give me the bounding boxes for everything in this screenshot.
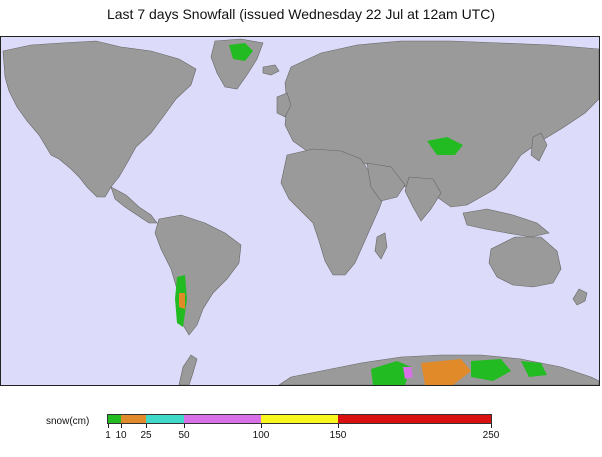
snow-tibet xyxy=(427,137,463,155)
legend-segment xyxy=(261,415,338,423)
antarctic-peninsula xyxy=(178,354,198,385)
new-zealand xyxy=(572,288,588,306)
legend-segment xyxy=(184,415,261,423)
legend-segment xyxy=(121,415,146,423)
legend-segment xyxy=(338,415,491,423)
legend-tick-label: 100 xyxy=(252,430,270,441)
japan xyxy=(530,132,548,162)
legend-tick-mark xyxy=(491,424,492,428)
snow-greenland xyxy=(229,43,253,61)
australia xyxy=(488,236,562,288)
snow-antarctica-3 xyxy=(471,359,511,381)
legend-segment xyxy=(108,415,121,423)
legend-tick-mark xyxy=(108,424,109,428)
legend-tick-mark xyxy=(146,424,147,428)
snow-antarctica-5 xyxy=(521,361,547,377)
world-map[interactable] xyxy=(0,36,600,386)
madagascar xyxy=(374,232,388,260)
africa xyxy=(280,148,386,276)
snow-antarctica-1 xyxy=(371,361,411,385)
indian-subcontinent xyxy=(404,176,442,222)
legend-tick-label: 1 xyxy=(105,430,111,441)
world-map-svg xyxy=(1,37,599,385)
legend-tick-mark xyxy=(184,424,185,428)
legend-tick-mark xyxy=(121,424,122,428)
legend-tick-mark xyxy=(338,424,339,428)
snow-andes-heavy xyxy=(179,293,185,309)
legend-unit-label: snow(cm) xyxy=(46,416,90,427)
north-america xyxy=(2,40,197,198)
legend-tick-mark xyxy=(261,424,262,428)
legend-bar-border xyxy=(107,414,492,424)
legend-tick-label: 25 xyxy=(140,430,152,441)
legend-tick-label: 150 xyxy=(329,430,347,441)
snow-antarctica-2 xyxy=(421,359,471,385)
iceland xyxy=(262,64,280,76)
landmasses xyxy=(2,38,599,385)
map-title: Last 7 days Snowfall (issued Wednesday 2… xyxy=(106,6,496,22)
snow-antarctica-4 xyxy=(403,367,413,379)
legend-segment xyxy=(146,415,184,423)
legend-tick-label: 250 xyxy=(482,430,500,441)
british-isles xyxy=(276,92,292,118)
south-america xyxy=(154,214,242,336)
southeast-asia-islands xyxy=(462,208,550,238)
legend-tick-label: 50 xyxy=(178,430,190,441)
snowfall-legend xyxy=(0,404,602,454)
arabian-peninsula xyxy=(366,162,406,202)
snowfall-overlay xyxy=(175,43,547,385)
central-america xyxy=(110,186,158,224)
legend-tick-label: 10 xyxy=(115,430,127,441)
